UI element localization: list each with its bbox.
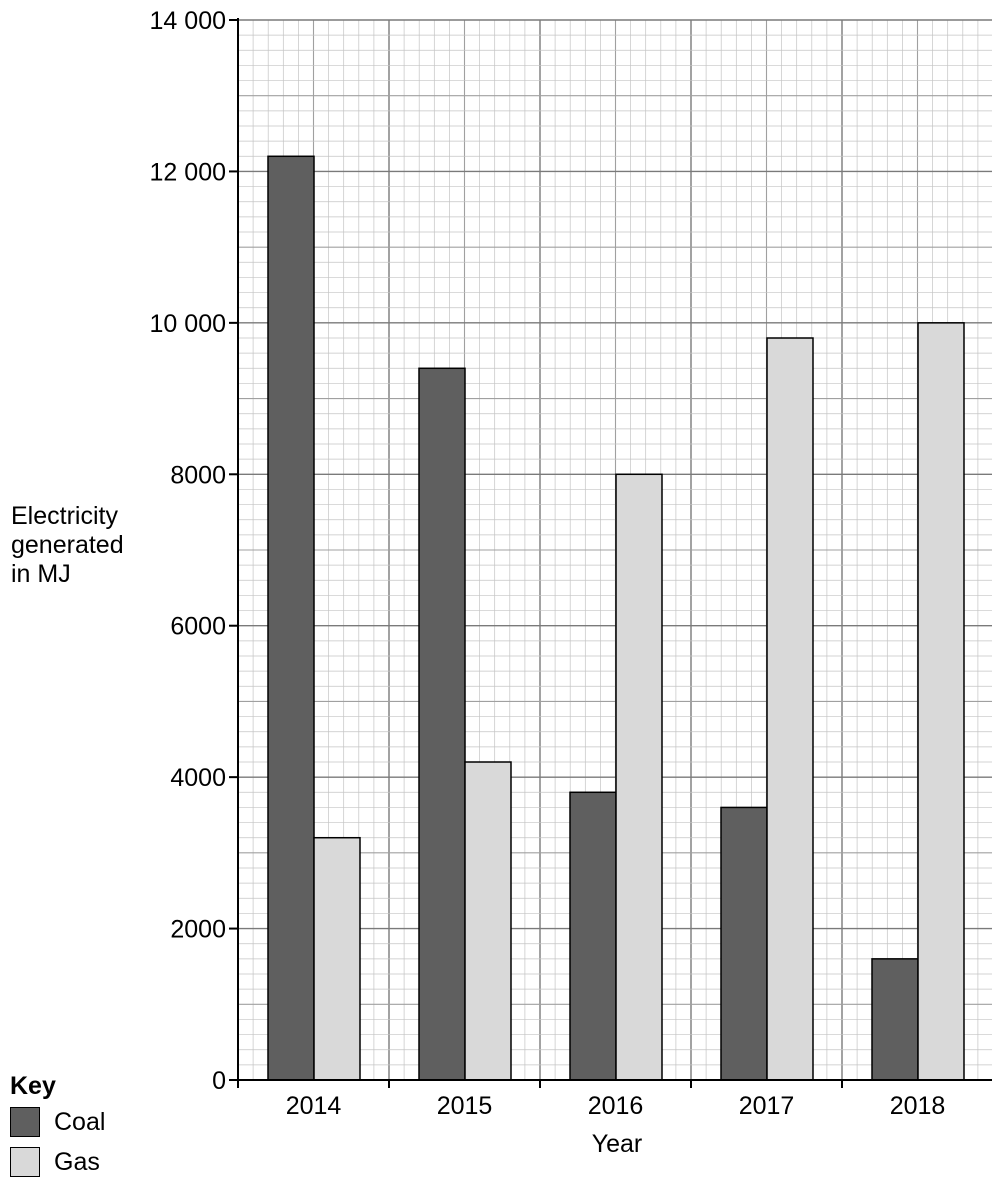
legend-swatch-gas [10,1147,40,1177]
y-tick-label: 4000 [170,764,226,792]
bar-coal-2018 [871,958,919,1081]
bar-gas-2017 [766,337,814,1081]
legend-label-coal: Coal [54,1107,106,1136]
bar-coal-2017 [720,806,768,1081]
y-axis-label: Electricity generated in MJ [11,502,124,589]
bar-gas-2016 [615,473,663,1081]
legend-item-gas: Gas [10,1142,105,1182]
bar-coal-2015 [418,367,466,1081]
y-tick-label: 14 000 [150,7,226,35]
x-tick-label: 2014 [286,1092,342,1120]
legend-label-gas: Gas [54,1147,100,1176]
legend-swatch-coal [10,1107,40,1137]
y-axis-label-line: generated [11,531,124,559]
bar-gas-2018 [917,322,965,1081]
bar-coal-2014 [267,155,315,1081]
x-tick-label: 2017 [739,1092,795,1120]
y-axis-label-line: in MJ [11,560,71,588]
bars [267,155,965,1081]
y-tick-label: 8000 [170,461,226,489]
legend: Key Coal Gas [10,1070,105,1182]
y-tick-label: 6000 [170,613,226,641]
legend-item-coal: Coal [10,1102,105,1142]
y-tick-label: 0 [212,1067,226,1095]
legend-title: Key [10,1072,56,1100]
bar-coal-2016 [569,791,617,1081]
tick-labels: 0 2000 4000 6000 8000 10 000 12 000 14 000 2014 2… [150,7,946,1120]
x-axis-label: Year [592,1130,643,1158]
x-tick-label: 2015 [437,1092,493,1120]
y-tick-label: 2000 [170,916,226,944]
y-tick-label: 12 000 [150,158,226,186]
bar-gas-2015 [464,761,512,1081]
axes [229,18,992,1088]
bar-gas-2014 [313,836,361,1081]
x-tick-label: 2016 [588,1092,644,1120]
y-axis-label-line: Electricity [11,502,118,530]
y-tick-label: 10 000 [150,310,226,338]
x-tick-label: 2018 [890,1092,946,1120]
